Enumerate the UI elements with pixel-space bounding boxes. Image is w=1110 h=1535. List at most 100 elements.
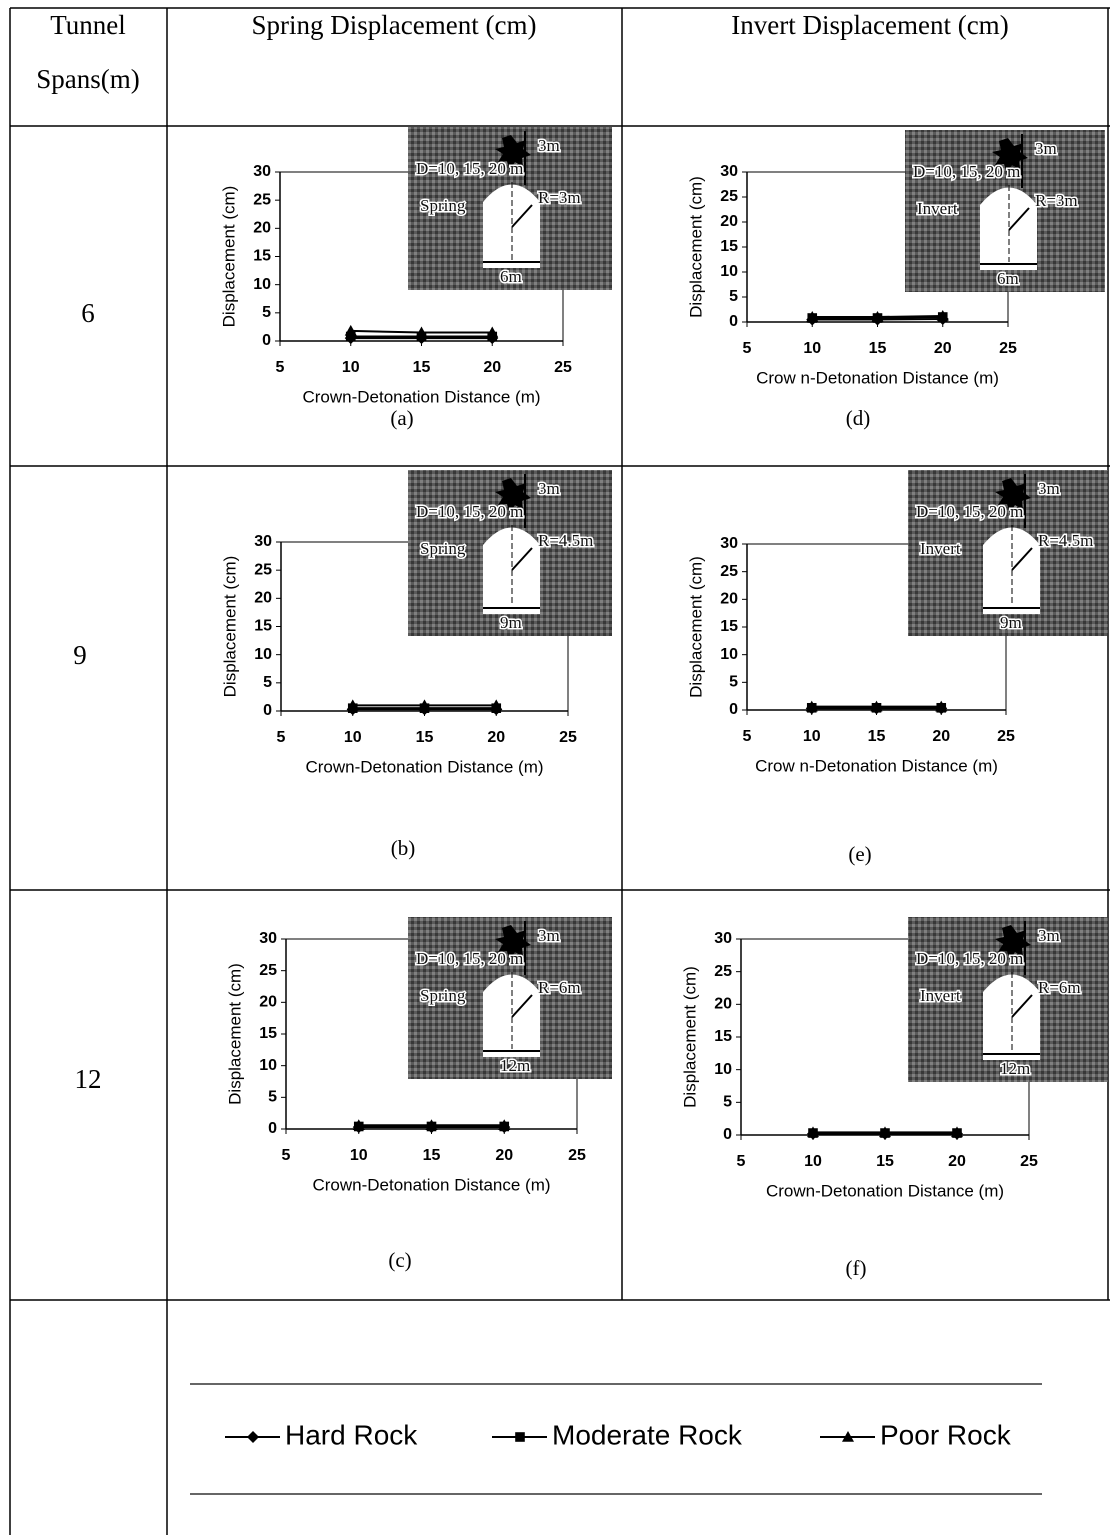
y-tick-label: 30 xyxy=(720,535,738,552)
y-axis-label: Displacement (cm) xyxy=(220,556,239,698)
x-tick-label: 15 xyxy=(876,1153,894,1170)
caption: (b) xyxy=(391,836,416,860)
x-tick-label: 5 xyxy=(743,340,752,357)
x-tick-label: 25 xyxy=(568,1147,586,1164)
marker xyxy=(842,1431,854,1442)
y-tick-label: 20 xyxy=(720,213,738,230)
x-tick-label: 5 xyxy=(737,1153,746,1170)
y-tick-label: 20 xyxy=(714,996,732,1013)
x-tick-label: 25 xyxy=(559,729,577,746)
marker xyxy=(870,700,883,712)
caption: (a) xyxy=(390,406,413,430)
y-tick-label: 0 xyxy=(723,1126,732,1143)
x-tick-label: 15 xyxy=(416,729,434,746)
y-tick-label: 25 xyxy=(259,962,277,979)
inset-label: D=10, 15, 20 m xyxy=(916,502,1023,521)
y-tick-label: 0 xyxy=(263,702,272,719)
inset-label: Invert xyxy=(920,986,961,1005)
x-axis-label: Crow n-Detonation Distance (m) xyxy=(755,756,998,775)
radius xyxy=(1011,547,1033,571)
y-tick-label: 10 xyxy=(720,263,738,280)
x-tick-label: 10 xyxy=(803,340,821,357)
inset-label: D=10, 15, 20 m xyxy=(913,162,1020,181)
x-tick-label: 25 xyxy=(999,340,1017,357)
x-tick-label: 5 xyxy=(282,1147,291,1164)
y-tick-label: 25 xyxy=(714,963,732,980)
row-label: 6 xyxy=(81,298,95,328)
inset-label: 3m xyxy=(538,479,560,498)
inset-label: 9m xyxy=(1000,613,1022,632)
y-tick-label: 30 xyxy=(254,533,272,550)
caption: (d) xyxy=(846,406,871,430)
x-tick-label: 10 xyxy=(804,1153,822,1170)
inset-label: Invert xyxy=(917,199,958,218)
inset-label: R=3m xyxy=(1035,191,1078,210)
radius xyxy=(1011,994,1033,1018)
inset-label: R=4.5m xyxy=(538,531,593,550)
x-tick-label: 15 xyxy=(413,359,431,376)
marker xyxy=(515,1432,525,1442)
marker xyxy=(486,326,499,338)
inset-label: 3m xyxy=(1038,479,1060,498)
inset-label: D=10, 15, 20 m xyxy=(416,502,523,521)
y-axis-label: Displacement (cm) xyxy=(686,556,705,698)
caption: (c) xyxy=(388,1248,411,1272)
x-axis-label: Crow n-Detonation Distance (m) xyxy=(756,368,999,387)
marker xyxy=(344,324,357,336)
radius xyxy=(511,547,533,571)
x-axis-label: Crown-Detonation Distance (m) xyxy=(302,387,540,406)
marker xyxy=(346,699,359,711)
y-tick-label: 15 xyxy=(720,618,738,635)
inset-label: Spring xyxy=(420,196,466,215)
marker xyxy=(807,1126,819,1138)
radius xyxy=(1008,207,1030,231)
table-borders xyxy=(9,7,1110,1535)
header-cell: Tunnel Spans(m) xyxy=(36,10,140,94)
x-tick-label: 5 xyxy=(743,728,752,745)
y-tick-label: 5 xyxy=(729,288,738,305)
inset: 3m D=10, 15, 20 m Invert R=4.5m 9m xyxy=(908,470,1108,636)
x-tick-label: 25 xyxy=(1020,1153,1038,1170)
y-tick-label: 10 xyxy=(259,1057,277,1074)
x-tick-label: 15 xyxy=(869,340,887,357)
marker xyxy=(490,699,503,711)
y-tick-label: 10 xyxy=(714,1061,732,1078)
inset: 3m D=10, 15, 20 m Spring R=4.5m 9m xyxy=(408,470,612,636)
inset: 3m D=10, 15, 20 m Spring R=3m 6m xyxy=(408,127,612,290)
inset-label: D=10, 15, 20 m xyxy=(416,159,523,178)
y-tick-label: 5 xyxy=(729,674,738,691)
x-axis-label: Crown-Detonation Distance (m) xyxy=(766,1181,1004,1200)
y-tick-label: 30 xyxy=(720,163,738,180)
marker xyxy=(806,311,819,322)
inset-label: R=6m xyxy=(538,978,581,997)
y-tick-label: 15 xyxy=(254,618,272,635)
y-tick-label: 5 xyxy=(268,1089,277,1106)
y-tick-label: 15 xyxy=(259,1025,277,1042)
y-axis-label: Displacement (cm) xyxy=(680,966,699,1108)
marker xyxy=(879,1126,891,1138)
blast xyxy=(495,925,531,960)
caption: (e) xyxy=(848,842,871,866)
y-tick-label: 15 xyxy=(720,238,738,255)
marker xyxy=(425,1119,438,1130)
y-tick-label: 5 xyxy=(262,304,271,321)
marker xyxy=(871,311,884,322)
inset-label: 3m xyxy=(1035,139,1057,158)
marker xyxy=(352,1119,365,1130)
legend-label: Moderate Rock xyxy=(552,1419,743,1450)
y-tick-label: 5 xyxy=(263,674,272,691)
y-tick-label: 10 xyxy=(254,646,272,663)
y-tick-label: 25 xyxy=(254,561,272,578)
inset-label: R=6m xyxy=(1038,978,1081,997)
inset-label: R=4.5m xyxy=(1038,531,1093,550)
marker xyxy=(951,1126,963,1138)
inset-label: R=3m xyxy=(538,188,581,207)
y-tick-label: 15 xyxy=(253,248,271,265)
row-label: 12 xyxy=(75,1064,102,1094)
x-tick-label: 15 xyxy=(423,1147,441,1164)
x-tick-label: 20 xyxy=(483,359,501,376)
